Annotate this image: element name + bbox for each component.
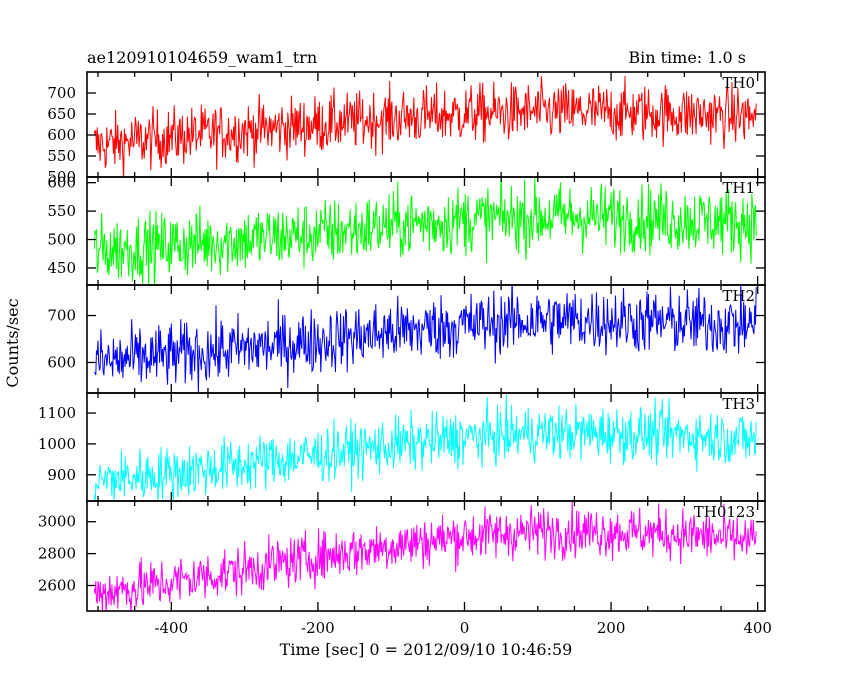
panel-label-th1: TH1	[722, 179, 755, 197]
panel-label-th0123: TH0123	[694, 503, 755, 521]
y-tick-label: 700	[47, 307, 76, 325]
y-tick-label: 700	[47, 84, 76, 102]
y-tick-label: 2800	[38, 545, 76, 563]
y-tick-label: 600	[47, 174, 76, 192]
y-axis-label: Counts/sec	[3, 298, 22, 387]
panel-frame	[86, 500, 766, 612]
y-tick-label: 600	[47, 353, 76, 371]
y-tick-label: 450	[47, 259, 76, 277]
x-axis-label: Time [sec] 0 = 2012/09/10 10:46:59	[280, 640, 573, 659]
y-tick-label: 650	[47, 105, 76, 123]
y-tick-label: 500	[47, 168, 76, 186]
panel-th1: 450 500 550 600 TH1	[47, 174, 766, 286]
x-tick-label: 0	[460, 619, 470, 637]
panel-label-th2: TH2	[722, 287, 755, 305]
y-tick-label: 1000	[38, 435, 76, 453]
y-tick-label: 550	[47, 147, 76, 165]
x-tick-label: 400	[743, 619, 772, 637]
series-line-th0	[93, 75, 757, 177]
observation-title: ae120910104659_wam1_trn	[87, 48, 317, 67]
x-tick-label: -200	[301, 619, 335, 637]
panel-th2: 600 700 TH2	[47, 284, 766, 394]
panel-frame	[86, 284, 766, 394]
bin-time-label: Bin time: 1.0 s	[628, 48, 746, 67]
y-tick-label: 600	[47, 126, 76, 144]
panel-th3: 900 1000 1100 TH3	[38, 392, 766, 502]
series-line-th2	[93, 285, 757, 393]
y-tick-label: 900	[47, 466, 76, 484]
panel-label-th3: TH3	[722, 395, 755, 413]
series-line-th0123	[93, 501, 757, 611]
series-line-th3	[93, 394, 757, 501]
y-tick-label: 1100	[38, 404, 76, 422]
x-tick-label: -400	[154, 619, 188, 637]
panel-label-th0: TH0	[722, 74, 755, 92]
x-tick-label: 200	[597, 619, 626, 637]
y-tick-label: 500	[47, 231, 76, 249]
y-tick-label: 2600	[38, 576, 76, 594]
series-line-th1	[93, 177, 757, 285]
y-tick-label: 550	[47, 202, 76, 220]
panel-th0: 500 550 600 650 700 TH0	[47, 71, 766, 186]
y-tick-label: 3000	[38, 513, 76, 531]
panel-th0123: 2600 2800 3000 TH0123	[38, 500, 766, 612]
panels-group: 500 550 600 650 700 TH0 450 500 550 600 TH1 600 700 T…	[38, 71, 772, 637]
